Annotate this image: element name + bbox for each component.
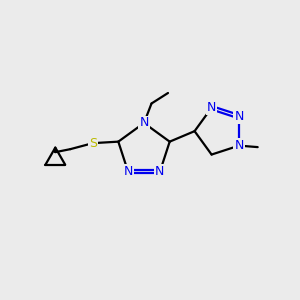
Text: N: N <box>207 101 216 114</box>
Text: S: S <box>89 137 97 150</box>
Text: N: N <box>123 165 133 178</box>
Text: N: N <box>234 139 244 152</box>
Text: N: N <box>155 165 165 178</box>
Text: N: N <box>234 110 244 123</box>
Text: N: N <box>139 116 149 130</box>
